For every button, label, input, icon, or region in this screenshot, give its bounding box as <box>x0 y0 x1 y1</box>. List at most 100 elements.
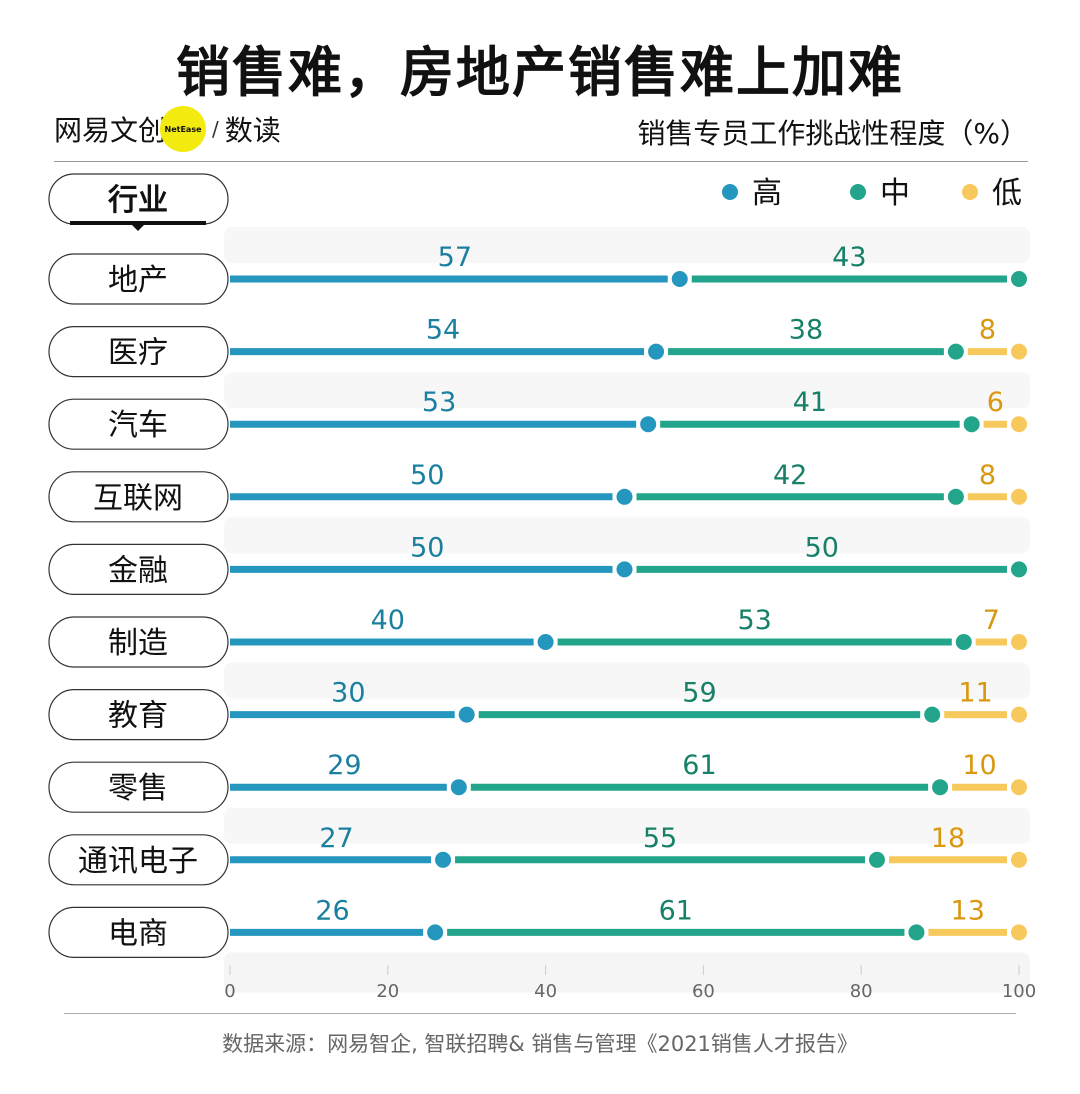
data-label: 27 <box>319 823 353 854</box>
data-point <box>945 341 966 362</box>
row-band <box>224 662 1030 699</box>
data-label: 10 <box>962 750 996 781</box>
row-band <box>224 517 1030 554</box>
data-point <box>1009 777 1029 798</box>
legend-marker <box>722 184 738 200</box>
data-point <box>945 486 966 507</box>
x-tick-label: 100 <box>1002 981 1036 1002</box>
brand-slash: / <box>212 117 219 141</box>
x-tick-label: 0 <box>224 981 235 1002</box>
data-point <box>614 559 635 580</box>
category-pill <box>48 616 229 668</box>
legend-label: 高 <box>752 176 782 211</box>
data-label: 26 <box>315 895 349 926</box>
data-point <box>1009 704 1029 725</box>
data-point <box>456 704 477 725</box>
data-label: 29 <box>327 750 361 781</box>
category-label: 教育 <box>108 699 168 734</box>
data-point <box>1009 632 1029 652</box>
x-tick-label: 80 <box>850 981 873 1002</box>
data-point <box>1009 922 1029 943</box>
category-label: 金融 <box>108 553 168 588</box>
data-label: 30 <box>331 678 365 709</box>
brand-logo: 网易文创 NetEase / 数读 <box>54 106 281 152</box>
data-label: 55 <box>643 823 677 854</box>
data-point <box>1009 559 1029 580</box>
category-pill <box>48 543 229 596</box>
data-label: 50 <box>410 460 444 491</box>
brand-logo-circle: NetEase <box>160 106 207 152</box>
category-label: 制造 <box>108 626 168 661</box>
data-label: 43 <box>832 242 866 273</box>
data-point <box>1009 341 1029 362</box>
data-label: 50 <box>805 532 839 563</box>
data-label: 13 <box>951 895 985 926</box>
divider <box>54 161 1028 162</box>
data-label: 61 <box>659 895 693 926</box>
x-tick-label: 60 <box>692 981 715 1002</box>
data-point <box>669 269 690 289</box>
data-point <box>906 922 927 943</box>
row-band <box>224 952 1030 993</box>
data-point <box>922 704 943 725</box>
data-label: 57 <box>438 242 472 273</box>
category-label: 互联网 <box>93 481 183 516</box>
data-label: 54 <box>426 315 460 346</box>
category-label: 汽车 <box>108 408 168 443</box>
data-point <box>866 849 887 870</box>
data-point <box>535 632 556 652</box>
data-point <box>930 777 951 798</box>
data-label: 8 <box>979 315 996 346</box>
category-label: 通讯电子 <box>78 844 198 879</box>
x-tick-label: 20 <box>376 981 399 1002</box>
category-pill <box>48 834 229 886</box>
data-label: 42 <box>773 460 807 491</box>
category-pill <box>48 471 229 523</box>
data-point <box>1009 486 1029 507</box>
data-label: 6 <box>987 387 1004 418</box>
category-pill <box>48 906 229 959</box>
data-point <box>425 922 446 943</box>
legend-marker <box>962 184 978 200</box>
category-pill <box>48 761 229 813</box>
x-tick-label: 40 <box>534 981 557 1002</box>
chart-subtitle: 销售专员工作挑战性程度（%） <box>637 117 1028 150</box>
header-underline <box>70 221 206 225</box>
data-point <box>614 486 635 507</box>
data-label: 50 <box>410 532 444 563</box>
category-label: 电商 <box>108 916 168 951</box>
category-label: 地产 <box>108 263 168 298</box>
data-label: 18 <box>931 823 965 854</box>
category-pill <box>48 253 229 305</box>
category-pill <box>48 688 229 741</box>
data-point <box>448 777 469 798</box>
data-label: 7 <box>983 605 1000 636</box>
data-label: 53 <box>422 387 456 418</box>
data-label: 53 <box>738 605 772 636</box>
brand-name: 网易文创 <box>54 114 167 147</box>
legend-label: 低 <box>992 176 1022 211</box>
data-point <box>646 341 667 362</box>
data-point <box>953 632 974 652</box>
category-label: 医疗 <box>108 336 168 371</box>
header-pointer-icon <box>132 225 144 231</box>
data-point <box>638 414 659 435</box>
category-pill <box>48 326 229 378</box>
data-point <box>433 849 454 870</box>
brand-section: 数读 <box>224 114 281 147</box>
data-label: 11 <box>958 678 992 709</box>
row-band <box>224 807 1030 844</box>
source-note: 数据来源：网易智企, 智联招聘& 销售与管理《2021销售人才报告》 <box>222 1032 858 1056</box>
data-label: 41 <box>793 387 827 418</box>
data-label: 38 <box>789 315 823 346</box>
data-label: 40 <box>371 605 405 636</box>
data-label: 59 <box>682 678 716 709</box>
row-band <box>224 372 1030 409</box>
data-label: 8 <box>979 460 996 491</box>
data-point <box>1009 414 1029 435</box>
data-point <box>1009 269 1029 289</box>
legend-label: 中 <box>880 176 910 211</box>
chart-title: 销售难，房地产销售难上加难 <box>176 41 904 104</box>
divider <box>64 1013 1016 1014</box>
